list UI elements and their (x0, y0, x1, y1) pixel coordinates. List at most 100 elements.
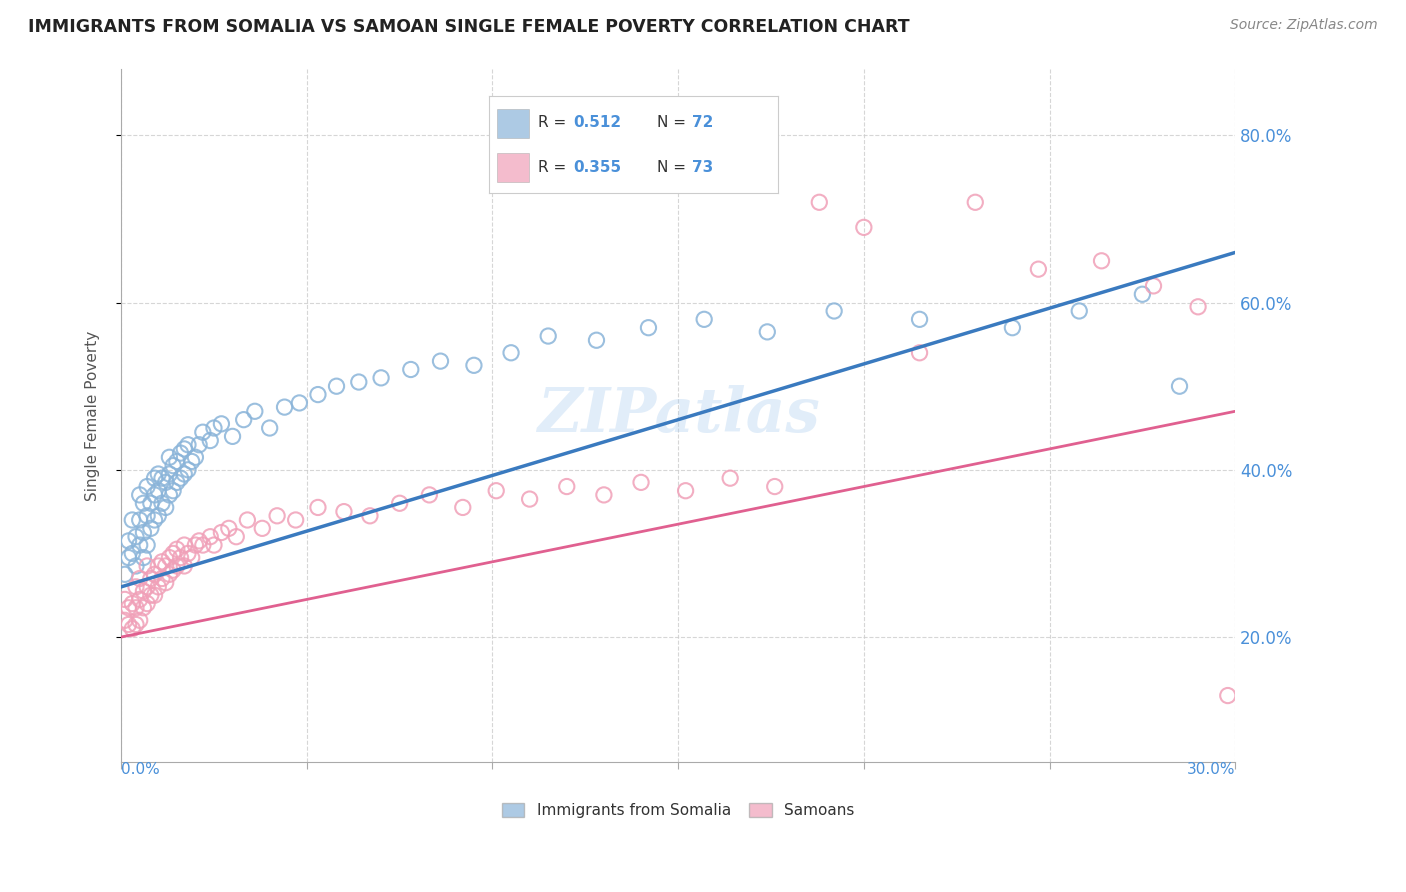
Point (125, 558, 148, 573)
Point (177, 463, 200, 477)
Point (143, 513, 166, 527)
Point (284, 513, 307, 527)
Point (202, 421, 225, 435)
Point (166, 475, 188, 490)
Point (143, 471, 166, 485)
Point (148, 558, 170, 573)
Point (125, 580, 148, 594)
Point (908, 345, 931, 359)
Point (157, 467, 180, 481)
Point (150, 555, 173, 569)
Point (128, 592, 150, 607)
Point (359, 508, 381, 523)
Point (1132, 287, 1154, 301)
Point (173, 467, 195, 481)
Point (347, 375, 370, 389)
Point (132, 550, 155, 565)
Point (128, 538, 150, 552)
Point (132, 525, 155, 540)
Point (399, 362, 422, 376)
Point (173, 558, 195, 573)
Point (519, 492, 541, 507)
Point (823, 304, 845, 318)
Point (756, 325, 779, 339)
Point (180, 550, 202, 565)
Point (125, 530, 148, 544)
Point (451, 500, 474, 515)
Point (177, 438, 200, 452)
Point (418, 488, 440, 502)
Point (125, 617, 148, 632)
Point (136, 558, 159, 573)
Point (485, 483, 508, 498)
Text: 30.0%: 30.0% (1187, 763, 1236, 778)
Point (148, 508, 170, 523)
Point (114, 567, 136, 582)
Text: ZIPatlas: ZIPatlas (537, 385, 820, 445)
Point (232, 412, 254, 426)
Point (150, 572, 173, 586)
Point (637, 320, 659, 334)
Legend: Immigrants from Somalia, Samoans: Immigrants from Somalia, Samoans (495, 797, 860, 824)
Point (136, 508, 159, 523)
Point (117, 550, 139, 565)
Point (1028, 262, 1050, 277)
Point (288, 396, 311, 410)
Point (121, 622, 143, 636)
Point (252, 521, 274, 535)
Point (128, 513, 150, 527)
Point (593, 488, 616, 502)
Point (162, 483, 184, 498)
Point (1216, 689, 1239, 703)
Point (209, 525, 232, 540)
Point (166, 542, 188, 557)
Point (908, 312, 931, 326)
Point (121, 513, 143, 527)
Point (218, 521, 240, 535)
Point (132, 496, 155, 510)
Point (325, 379, 347, 393)
Point (1142, 279, 1164, 293)
Point (1001, 320, 1024, 334)
Point (225, 530, 247, 544)
Point (162, 546, 184, 560)
Point (273, 400, 295, 414)
Point (155, 558, 177, 573)
Point (132, 584, 155, 599)
Point (114, 613, 136, 627)
Point (965, 195, 987, 210)
Point (499, 345, 522, 359)
Point (128, 572, 150, 586)
Point (463, 359, 485, 373)
Point (166, 454, 188, 468)
Point (188, 533, 211, 548)
Point (202, 538, 225, 552)
Point (1168, 379, 1191, 393)
Point (200, 434, 222, 448)
Point (150, 471, 173, 485)
Point (128, 488, 150, 502)
Point (132, 600, 155, 615)
Point (148, 467, 170, 481)
Point (177, 546, 200, 560)
Point (537, 329, 560, 343)
Point (191, 538, 214, 552)
Point (173, 538, 195, 552)
Point (155, 475, 177, 490)
Point (117, 617, 139, 632)
Point (173, 442, 195, 456)
Point (155, 575, 177, 590)
Point (169, 471, 191, 485)
Point (148, 483, 170, 498)
Point (157, 450, 180, 465)
Point (180, 454, 202, 468)
Point (693, 312, 716, 326)
Point (169, 550, 191, 565)
Point (117, 600, 139, 615)
Point (157, 488, 180, 502)
Point (763, 479, 786, 493)
Point (1069, 304, 1091, 318)
Point (630, 475, 652, 490)
Point (370, 371, 392, 385)
Point (200, 530, 222, 544)
